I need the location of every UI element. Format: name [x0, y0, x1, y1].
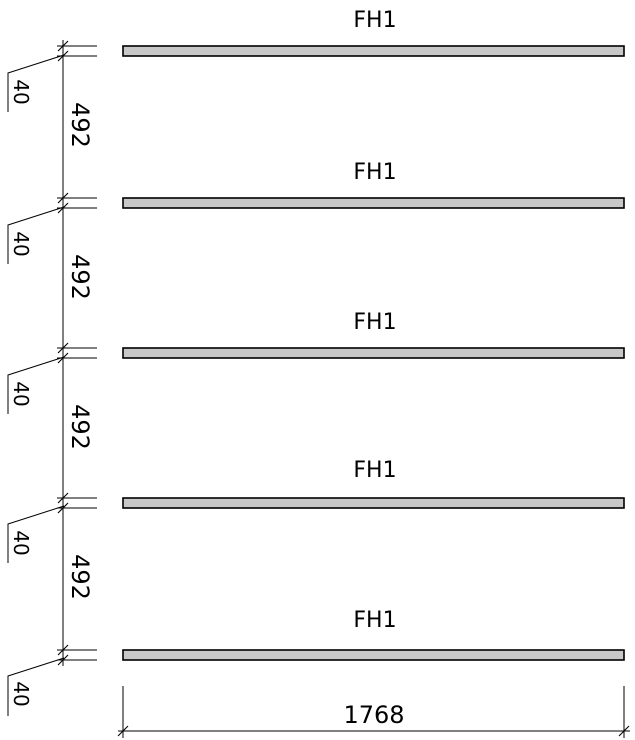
- thickness-label: 40: [9, 231, 33, 256]
- board: [122, 45, 625, 57]
- dimension-tick: [57, 40, 69, 52]
- spacing-label: 492: [66, 102, 94, 148]
- thickness-leader: [7, 657, 65, 716]
- board: [122, 649, 625, 661]
- board: [122, 497, 625, 509]
- member-label: FH1: [353, 310, 396, 335]
- member-2: FH1 40: [7, 160, 625, 264]
- thickness-label: 40: [9, 681, 33, 706]
- member-1: FH1 40: [7, 8, 625, 112]
- dimension-tick: [57, 644, 69, 656]
- dimension-tick: [57, 50, 69, 62]
- thickness-leader: [7, 356, 65, 414]
- dimension-tick: [57, 342, 69, 354]
- member-4: FH1 40: [7, 458, 625, 563]
- spacing-label: 492: [66, 254, 94, 300]
- member-label: FH1: [353, 160, 396, 185]
- thickness-leader: [7, 505, 65, 563]
- dimension-tick: [57, 502, 69, 514]
- member-5: FH1 40: [7, 608, 625, 716]
- thickness-leader: [7, 54, 65, 112]
- spacing-label: 492: [66, 554, 94, 600]
- dimension-tick: [57, 352, 69, 364]
- dimension-tick: [57, 202, 69, 214]
- thickness-label: 40: [9, 530, 33, 555]
- thickness-label: 40: [9, 79, 33, 104]
- dimension-tick: [57, 492, 69, 504]
- overall-width-dimension: 1768: [117, 686, 630, 738]
- dimension-tick: [618, 725, 630, 737]
- spacing-label: 492: [66, 404, 94, 450]
- thickness-label: 40: [9, 381, 33, 406]
- dimension-tick: [57, 654, 69, 666]
- member-label: FH1: [353, 8, 396, 33]
- member-label: FH1: [353, 608, 396, 633]
- board: [122, 347, 625, 359]
- member-3: FH1 40: [7, 310, 625, 414]
- dimension-tick: [117, 725, 129, 737]
- member-label: FH1: [353, 458, 396, 483]
- thickness-leader: [7, 206, 65, 264]
- board: [122, 197, 625, 209]
- dimension-tick: [57, 192, 69, 204]
- overall-width-label: 1768: [343, 701, 404, 729]
